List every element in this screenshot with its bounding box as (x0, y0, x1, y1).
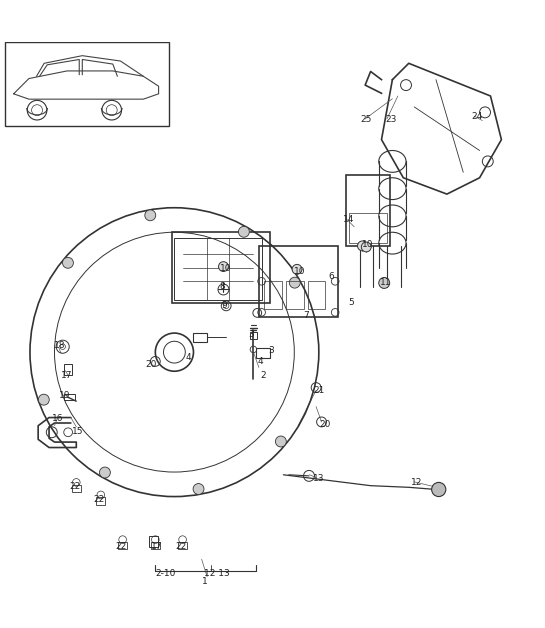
Circle shape (275, 436, 286, 447)
Text: 3: 3 (268, 346, 274, 355)
Circle shape (99, 467, 110, 478)
Circle shape (63, 257, 74, 268)
Text: 22: 22 (69, 482, 80, 491)
Bar (286, 281, 304, 308)
Text: 12 13: 12 13 (204, 570, 230, 578)
Text: 22: 22 (175, 542, 186, 551)
Bar (264, 281, 282, 308)
Text: 10: 10 (294, 267, 306, 276)
Text: 17: 17 (151, 542, 163, 551)
Text: 4: 4 (185, 353, 191, 362)
Text: 3: 3 (248, 330, 253, 338)
Text: 5: 5 (349, 298, 354, 306)
Text: 4: 4 (258, 357, 263, 367)
Text: 2: 2 (260, 371, 265, 379)
Text: 21: 21 (313, 386, 324, 395)
Text: 8: 8 (220, 282, 225, 291)
Bar (64, 364, 72, 375)
Text: 7: 7 (304, 311, 309, 320)
Circle shape (358, 241, 367, 251)
Bar (250, 332, 257, 338)
Bar (151, 542, 160, 550)
Text: 22: 22 (116, 542, 126, 551)
Text: 22: 22 (94, 495, 105, 504)
Text: 17: 17 (60, 371, 72, 379)
Text: 15: 15 (72, 426, 84, 436)
Bar (149, 536, 158, 547)
Text: 25: 25 (361, 115, 372, 124)
Bar (96, 497, 105, 505)
Text: 10: 10 (220, 264, 232, 273)
Bar (349, 213, 387, 243)
Text: 19: 19 (58, 391, 70, 400)
Text: 12: 12 (411, 479, 422, 487)
Text: 6: 6 (328, 273, 334, 281)
Circle shape (38, 394, 49, 405)
Circle shape (193, 484, 204, 494)
Circle shape (219, 262, 228, 271)
Circle shape (292, 264, 302, 274)
Circle shape (145, 210, 156, 220)
Text: 11: 11 (379, 278, 391, 288)
Text: 23: 23 (386, 115, 397, 124)
Circle shape (289, 277, 300, 288)
Text: 18: 18 (54, 340, 66, 350)
Bar (118, 542, 127, 550)
Text: 20: 20 (320, 420, 331, 428)
Text: 1: 1 (202, 577, 207, 585)
Bar (256, 348, 270, 357)
Text: 14: 14 (343, 215, 354, 224)
Circle shape (379, 278, 390, 288)
Circle shape (432, 482, 446, 497)
Bar (64, 394, 75, 400)
Bar (172, 232, 270, 303)
Bar (174, 238, 262, 300)
Bar (72, 485, 81, 492)
Text: 13: 13 (313, 474, 325, 483)
Text: 2-10: 2-10 (155, 570, 175, 578)
Circle shape (361, 242, 371, 252)
Bar (308, 281, 325, 308)
Circle shape (239, 226, 250, 237)
Text: 9: 9 (222, 301, 227, 310)
Text: 20: 20 (146, 360, 157, 369)
Bar (5, 41, 169, 126)
Text: 10: 10 (362, 240, 374, 249)
Text: 16: 16 (51, 414, 63, 423)
Bar (193, 333, 207, 342)
Bar (259, 246, 338, 317)
Text: 24: 24 (471, 112, 482, 121)
Bar (346, 175, 390, 246)
Bar (178, 542, 187, 550)
